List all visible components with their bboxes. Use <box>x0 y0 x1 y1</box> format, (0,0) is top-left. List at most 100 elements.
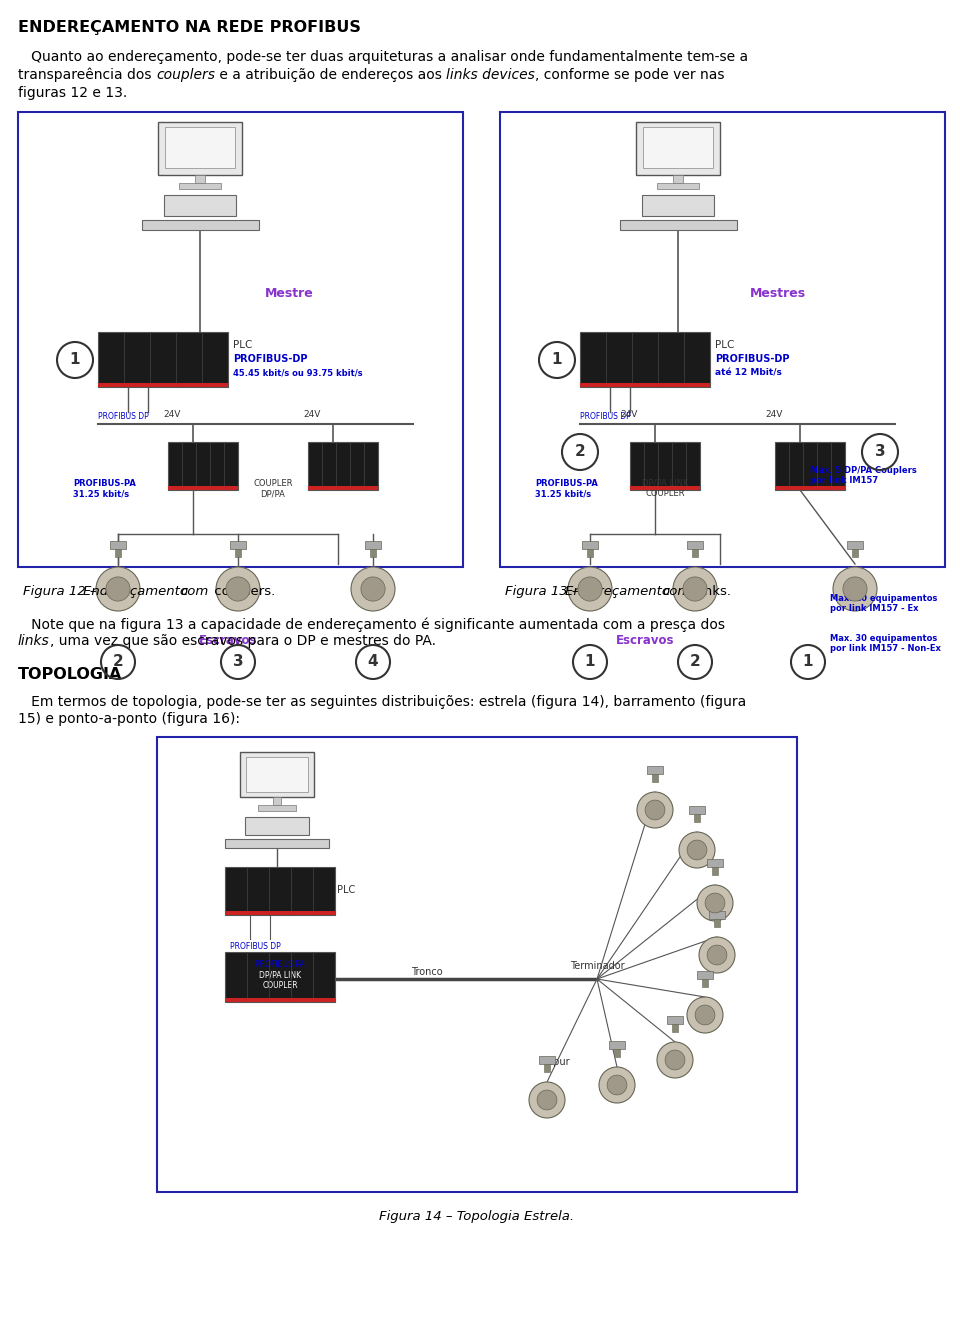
Circle shape <box>226 576 251 602</box>
Bar <box>712 865 718 874</box>
Text: figuras 12 e 13.: figuras 12 e 13. <box>18 86 128 99</box>
Bar <box>619 220 736 231</box>
Bar <box>673 175 684 183</box>
Text: Mestres: Mestres <box>750 288 806 299</box>
Text: PROFIBUS-DP: PROFIBUS-DP <box>715 354 789 364</box>
Text: PLC: PLC <box>233 341 252 350</box>
Bar <box>308 443 378 490</box>
Circle shape <box>568 567 612 611</box>
Text: Escravos: Escravos <box>615 633 674 647</box>
Bar <box>667 1016 683 1024</box>
Text: PROFIBUS DP: PROFIBUS DP <box>98 412 149 421</box>
Bar <box>694 812 700 822</box>
Bar <box>630 486 700 490</box>
Bar <box>195 175 205 183</box>
Text: Figura 13 –: Figura 13 – <box>505 586 583 598</box>
Bar <box>580 333 710 387</box>
Text: DP/PA LINK
COUPLER: DP/PA LINK COUPLER <box>259 970 301 990</box>
Text: Quanto ao endereçamento, pode-se ter duas arquiteturas a analisar onde fundament: Quanto ao endereçamento, pode-se ter dua… <box>18 50 748 64</box>
Circle shape <box>96 567 140 611</box>
Bar <box>308 486 378 490</box>
Text: com: com <box>662 586 690 598</box>
Bar <box>657 183 699 188</box>
Bar <box>689 806 705 814</box>
Bar <box>647 766 663 774</box>
Text: Figura 14 – Topologia Estrela.: Figura 14 – Topologia Estrela. <box>379 1210 575 1223</box>
Text: 4: 4 <box>368 655 378 669</box>
Circle shape <box>705 893 725 913</box>
Text: Figura 12 –: Figura 12 – <box>23 586 101 598</box>
Bar <box>225 867 335 916</box>
Bar <box>775 486 845 490</box>
Circle shape <box>679 832 715 868</box>
Text: Mestre: Mestre <box>265 288 314 299</box>
Bar <box>630 443 700 490</box>
Text: 1: 1 <box>552 352 563 367</box>
Bar <box>245 818 309 835</box>
Bar <box>636 122 720 175</box>
Bar <box>225 912 335 916</box>
Text: Terminador: Terminador <box>569 961 624 971</box>
Text: Note que na figura 13 a capacidade de endereçamento é significante aumentada com: Note que na figura 13 a capacidade de en… <box>18 617 725 632</box>
Text: 2: 2 <box>112 655 124 669</box>
Text: 3: 3 <box>875 444 885 460</box>
Text: Max. 5 DP/PA Couplers
por link IM157: Max. 5 DP/PA Couplers por link IM157 <box>810 466 917 485</box>
Circle shape <box>665 1051 684 1069</box>
Bar <box>165 127 234 168</box>
Text: COUPLER
DP/PA: COUPLER DP/PA <box>253 480 293 498</box>
Bar <box>697 971 713 979</box>
Text: Endereçamento: Endereçamento <box>83 586 192 598</box>
Bar <box>247 757 307 791</box>
Text: Endereçamento: Endereçamento <box>565 586 674 598</box>
Bar <box>672 1022 678 1032</box>
Circle shape <box>673 567 717 611</box>
Circle shape <box>687 996 723 1034</box>
Bar <box>226 839 328 848</box>
Text: 24V: 24V <box>163 409 180 419</box>
Circle shape <box>833 567 877 611</box>
Text: PROFIBUS DP: PROFIBUS DP <box>230 942 280 951</box>
Text: couplers.: couplers. <box>210 586 276 598</box>
Circle shape <box>361 576 385 602</box>
Text: Escravos: Escravos <box>199 633 257 647</box>
Text: 3: 3 <box>232 655 243 669</box>
Text: 45.45 kbit/s ou 93.75 kbit/s: 45.45 kbit/s ou 93.75 kbit/s <box>233 368 363 378</box>
Bar <box>18 113 463 567</box>
Text: 24V: 24V <box>303 409 321 419</box>
Text: DP/PA LINK
COUPLER: DP/PA LINK COUPLER <box>641 480 688 498</box>
Bar <box>115 547 121 556</box>
Circle shape <box>645 800 665 820</box>
Text: transpareência dos: transpareência dos <box>18 68 156 82</box>
Text: PROFIBUS-DP: PROFIBUS-DP <box>233 354 307 364</box>
Bar <box>141 220 258 231</box>
Text: 1: 1 <box>803 655 813 669</box>
Bar <box>707 859 723 867</box>
Bar <box>258 806 296 811</box>
Bar <box>225 998 335 1002</box>
Bar <box>714 917 720 928</box>
Bar <box>539 1056 555 1064</box>
Text: PROFIBUS-PA
31.25 kbit/s: PROFIBUS-PA 31.25 kbit/s <box>535 480 598 498</box>
Circle shape <box>578 576 602 602</box>
Text: 24V: 24V <box>765 409 782 419</box>
Bar <box>370 547 376 556</box>
Bar <box>98 333 228 387</box>
Bar <box>582 541 598 549</box>
Text: couplers: couplers <box>156 68 215 82</box>
Bar <box>609 1041 625 1049</box>
Bar <box>164 195 236 216</box>
Bar <box>157 122 242 175</box>
Text: 2: 2 <box>575 444 586 460</box>
Circle shape <box>637 792 673 828</box>
Bar <box>110 541 126 549</box>
Bar <box>235 547 241 556</box>
Circle shape <box>697 885 733 921</box>
Bar <box>500 113 945 567</box>
Text: 15) e ponto-a-ponto (figura 16):: 15) e ponto-a-ponto (figura 16): <box>18 712 240 726</box>
Text: 24V: 24V <box>620 409 637 419</box>
Text: ENDEREÇAMENTO NA REDE PROFIBUS: ENDEREÇAMENTO NA REDE PROFIBUS <box>18 20 361 34</box>
Text: PLC: PLC <box>715 341 734 350</box>
Bar <box>179 183 221 188</box>
Bar <box>847 541 863 549</box>
Bar <box>643 127 712 168</box>
